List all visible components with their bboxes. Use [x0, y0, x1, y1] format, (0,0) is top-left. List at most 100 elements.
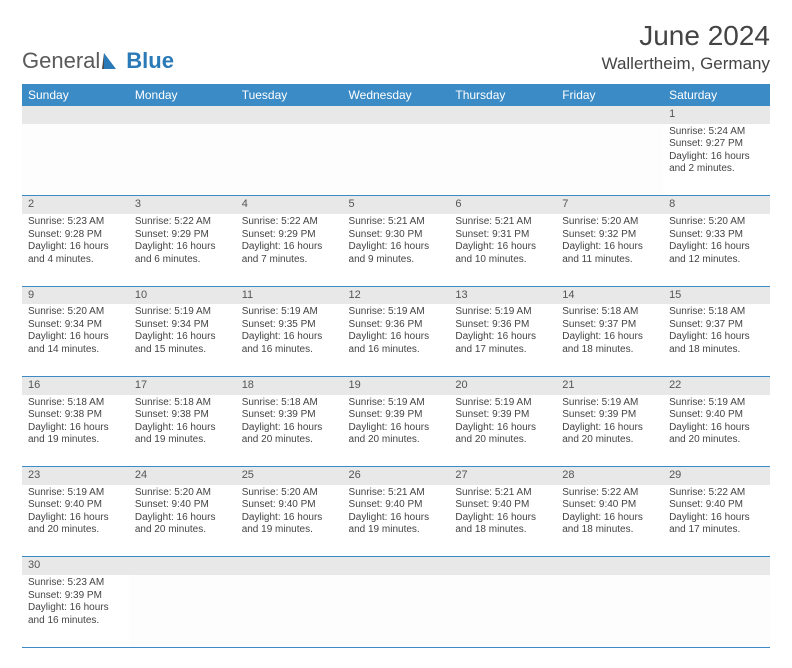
day-number	[22, 106, 129, 124]
daynum-row: 16171819202122	[22, 376, 770, 394]
weekday-header: Saturday	[663, 84, 770, 106]
day-cell: Sunrise: 5:22 AMSunset: 9:40 PMDaylight:…	[556, 485, 663, 557]
day-data: Sunrise: 5:18 AMSunset: 9:37 PMDaylight:…	[556, 304, 663, 360]
day-number	[343, 106, 450, 124]
day-data: Sunrise: 5:18 AMSunset: 9:38 PMDaylight:…	[129, 395, 236, 451]
day-cell	[236, 575, 343, 647]
location: Wallertheim, Germany	[602, 54, 770, 74]
day-number: 18	[236, 376, 343, 394]
day-number: 26	[343, 467, 450, 485]
day-data-row: Sunrise: 5:23 AMSunset: 9:28 PMDaylight:…	[22, 214, 770, 286]
day-number: 6	[449, 196, 556, 214]
day-number: 29	[663, 467, 770, 485]
day-data: Sunrise: 5:20 AMSunset: 9:33 PMDaylight:…	[663, 214, 770, 270]
day-cell: Sunrise: 5:21 AMSunset: 9:31 PMDaylight:…	[449, 214, 556, 286]
day-data-row: Sunrise: 5:24 AMSunset: 9:27 PMDaylight:…	[22, 124, 770, 196]
day-cell: Sunrise: 5:22 AMSunset: 9:40 PMDaylight:…	[663, 485, 770, 557]
day-data: Sunrise: 5:21 AMSunset: 9:40 PMDaylight:…	[343, 485, 450, 541]
day-data: Sunrise: 5:20 AMSunset: 9:40 PMDaylight:…	[129, 485, 236, 541]
day-data: Sunrise: 5:19 AMSunset: 9:40 PMDaylight:…	[663, 395, 770, 451]
day-data: Sunrise: 5:19 AMSunset: 9:39 PMDaylight:…	[449, 395, 556, 451]
day-data: Sunrise: 5:20 AMSunset: 9:40 PMDaylight:…	[236, 485, 343, 541]
day-data: Sunrise: 5:24 AMSunset: 9:27 PMDaylight:…	[663, 124, 770, 180]
logo-text-1: General	[22, 48, 100, 74]
day-cell: Sunrise: 5:18 AMSunset: 9:38 PMDaylight:…	[129, 395, 236, 467]
day-number: 14	[556, 286, 663, 304]
weekday-header: Thursday	[449, 84, 556, 106]
day-number: 2	[22, 196, 129, 214]
day-number: 11	[236, 286, 343, 304]
day-number: 19	[343, 376, 450, 394]
day-cell: Sunrise: 5:19 AMSunset: 9:39 PMDaylight:…	[449, 395, 556, 467]
day-number: 23	[22, 467, 129, 485]
day-cell: Sunrise: 5:22 AMSunset: 9:29 PMDaylight:…	[236, 214, 343, 286]
daynum-row: 9101112131415	[22, 286, 770, 304]
day-number: 16	[22, 376, 129, 394]
day-number: 12	[343, 286, 450, 304]
weekday-header: Sunday	[22, 84, 129, 106]
day-number	[556, 106, 663, 124]
day-data: Sunrise: 5:18 AMSunset: 9:38 PMDaylight:…	[22, 395, 129, 451]
day-cell: Sunrise: 5:20 AMSunset: 9:34 PMDaylight:…	[22, 304, 129, 376]
logo: General Blue	[22, 48, 174, 74]
day-data: Sunrise: 5:22 AMSunset: 9:29 PMDaylight:…	[236, 214, 343, 270]
day-number	[663, 557, 770, 575]
day-data-row: Sunrise: 5:19 AMSunset: 9:40 PMDaylight:…	[22, 485, 770, 557]
day-data: Sunrise: 5:19 AMSunset: 9:36 PMDaylight:…	[343, 304, 450, 360]
day-number: 24	[129, 467, 236, 485]
day-cell: Sunrise: 5:23 AMSunset: 9:28 PMDaylight:…	[22, 214, 129, 286]
day-number: 22	[663, 376, 770, 394]
day-number	[449, 106, 556, 124]
daynum-row: 1	[22, 106, 770, 124]
day-data: Sunrise: 5:19 AMSunset: 9:40 PMDaylight:…	[22, 485, 129, 541]
day-data: Sunrise: 5:19 AMSunset: 9:34 PMDaylight:…	[129, 304, 236, 360]
day-cell: Sunrise: 5:20 AMSunset: 9:33 PMDaylight:…	[663, 214, 770, 286]
day-data: Sunrise: 5:23 AMSunset: 9:28 PMDaylight:…	[22, 214, 129, 270]
logo-text-2: Blue	[126, 48, 174, 74]
day-data: Sunrise: 5:19 AMSunset: 9:35 PMDaylight:…	[236, 304, 343, 360]
day-number	[129, 557, 236, 575]
day-number: 21	[556, 376, 663, 394]
day-cell: Sunrise: 5:20 AMSunset: 9:40 PMDaylight:…	[129, 485, 236, 557]
day-number: 7	[556, 196, 663, 214]
day-number: 5	[343, 196, 450, 214]
day-cell: Sunrise: 5:19 AMSunset: 9:39 PMDaylight:…	[343, 395, 450, 467]
day-number: 15	[663, 286, 770, 304]
day-number: 9	[22, 286, 129, 304]
day-number: 20	[449, 376, 556, 394]
day-number: 25	[236, 467, 343, 485]
daynum-row: 23242526272829	[22, 467, 770, 485]
day-cell: Sunrise: 5:19 AMSunset: 9:36 PMDaylight:…	[449, 304, 556, 376]
daynum-row: 30	[22, 557, 770, 575]
day-number: 10	[129, 286, 236, 304]
day-number	[236, 106, 343, 124]
day-data: Sunrise: 5:22 AMSunset: 9:40 PMDaylight:…	[663, 485, 770, 541]
day-number	[556, 557, 663, 575]
day-cell: Sunrise: 5:20 AMSunset: 9:32 PMDaylight:…	[556, 214, 663, 286]
daynum-row: 2345678	[22, 196, 770, 214]
day-cell	[556, 124, 663, 196]
day-cell: Sunrise: 5:19 AMSunset: 9:39 PMDaylight:…	[556, 395, 663, 467]
day-cell: Sunrise: 5:19 AMSunset: 9:34 PMDaylight:…	[129, 304, 236, 376]
day-cell	[343, 575, 450, 647]
day-cell	[556, 575, 663, 647]
day-cell	[236, 124, 343, 196]
calendar-table: SundayMondayTuesdayWednesdayThursdayFrid…	[22, 84, 770, 648]
day-cell: Sunrise: 5:21 AMSunset: 9:40 PMDaylight:…	[449, 485, 556, 557]
day-cell: Sunrise: 5:19 AMSunset: 9:36 PMDaylight:…	[343, 304, 450, 376]
weekday-header: Wednesday	[343, 84, 450, 106]
day-data-row: Sunrise: 5:23 AMSunset: 9:39 PMDaylight:…	[22, 575, 770, 647]
day-data: Sunrise: 5:19 AMSunset: 9:39 PMDaylight:…	[343, 395, 450, 451]
day-number: 27	[449, 467, 556, 485]
header: General Blue June 2024 Wallertheim, Germ…	[22, 20, 770, 74]
day-cell: Sunrise: 5:18 AMSunset: 9:38 PMDaylight:…	[22, 395, 129, 467]
day-cell	[663, 575, 770, 647]
day-cell: Sunrise: 5:21 AMSunset: 9:30 PMDaylight:…	[343, 214, 450, 286]
day-number	[343, 557, 450, 575]
day-cell	[22, 124, 129, 196]
day-cell	[129, 124, 236, 196]
day-data: Sunrise: 5:19 AMSunset: 9:36 PMDaylight:…	[449, 304, 556, 360]
day-data-row: Sunrise: 5:18 AMSunset: 9:38 PMDaylight:…	[22, 395, 770, 467]
day-cell: Sunrise: 5:21 AMSunset: 9:40 PMDaylight:…	[343, 485, 450, 557]
day-data: Sunrise: 5:18 AMSunset: 9:37 PMDaylight:…	[663, 304, 770, 360]
